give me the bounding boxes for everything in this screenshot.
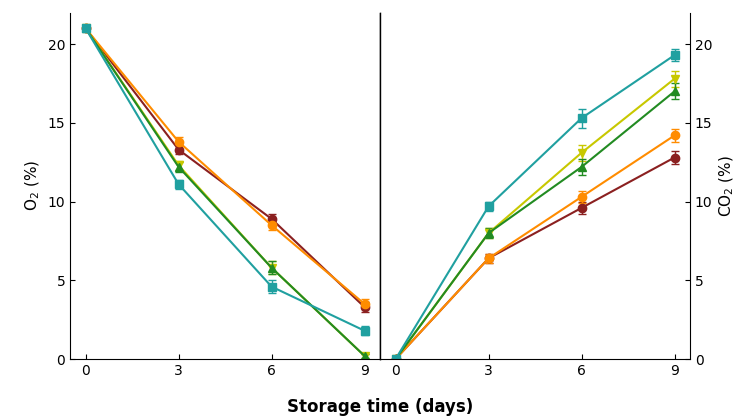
Y-axis label: O$_2$ (%): O$_2$ (%) [24,160,42,212]
Text: Storage time (days): Storage time (days) [287,398,473,416]
Legend: Tap water, Chlorine, Citric acid 1%, Ascorbic acid 1%, KIF-7 2%: Tap water, Chlorine, Citric acid 1%, Asc… [412,19,575,126]
Y-axis label: CO$_2$ (%): CO$_2$ (%) [718,155,737,217]
